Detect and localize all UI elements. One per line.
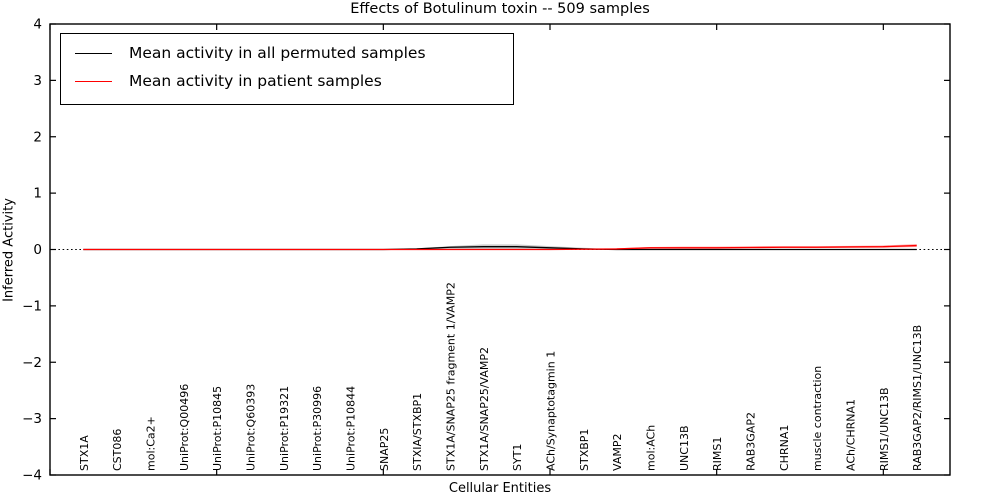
x-category-label: RIMS1	[711, 437, 724, 471]
x-category-label: ACh/CHRNA1	[845, 399, 858, 471]
x-category-label: STXBP1	[578, 429, 591, 471]
x-category-label: STX1A	[78, 435, 91, 471]
x-category-label: SNAP25	[378, 428, 391, 471]
x-category-label: SYT1	[511, 444, 524, 471]
x-category-label: VAMP2	[611, 434, 624, 471]
x-category-label: UNC13B	[678, 425, 691, 471]
patient-mean-line	[83, 244, 917, 251]
x-category-label: CST086	[111, 429, 124, 471]
legend-label-patient: Mean activity in patient samples	[129, 72, 382, 90]
y-tick-label: 4	[33, 17, 42, 33]
y-tick-label: 3	[33, 73, 42, 89]
legend-line-sample-permuted	[75, 52, 112, 54]
legend-item-patient: Mean activity in patient samples	[72, 67, 513, 95]
x-category-label: UniProt:P30996	[311, 386, 324, 471]
x-category-label: STX1A/SNAP25 fragment 1/VAMP2	[445, 282, 458, 471]
x-category-label: ACh/Synaptotagmin 1	[545, 351, 558, 471]
x-category-label: UniProt:Q60393	[245, 384, 258, 471]
x-axis-label: Cellular Entities	[448, 481, 552, 496]
x-category-label: UniProt:P10844	[345, 386, 358, 471]
y-tick-label: −3	[22, 411, 42, 427]
x-category-label: UniProt:Q00496	[178, 384, 191, 471]
x-category-label: UniProt:P19321	[278, 386, 291, 471]
x-category-label: UniProt:P10845	[211, 386, 224, 471]
legend-label-permuted: Mean activity in all permuted samples	[129, 44, 426, 62]
legend-item-permuted: Mean activity in all permuted samples	[72, 39, 513, 67]
x-category-label: mol:Ca2+	[145, 416, 158, 471]
y-tick-label: 1	[33, 186, 42, 202]
legend-line-sample-patient	[75, 80, 112, 82]
y-tick-label: 2	[33, 129, 42, 145]
y-tick-label: −1	[22, 298, 42, 314]
x-category-label: STX1A/SNAP25/VAMP2	[478, 347, 491, 471]
x-category-label: RAB3GAP2	[745, 412, 758, 471]
legend: Mean activity in all permuted samples Me…	[60, 33, 514, 105]
x-category-label: CHRNA1	[778, 425, 791, 471]
x-category-label: STXIA/STXBP1	[411, 393, 424, 471]
x-category-label: mol:ACh	[645, 425, 658, 471]
y-tick-label: −2	[22, 355, 42, 371]
x-category-label: RIMS1/UNC13B	[878, 387, 891, 471]
y-tick-label: −4	[22, 468, 42, 484]
y-tick-label: 0	[33, 242, 42, 258]
x-category-label: RAB3GAP2/RIMS1/UNC13B	[911, 325, 924, 471]
chart-title: Effects of Botulinum toxin -- 509 sample…	[350, 1, 650, 17]
x-category-label: muscle contraction	[811, 366, 824, 471]
